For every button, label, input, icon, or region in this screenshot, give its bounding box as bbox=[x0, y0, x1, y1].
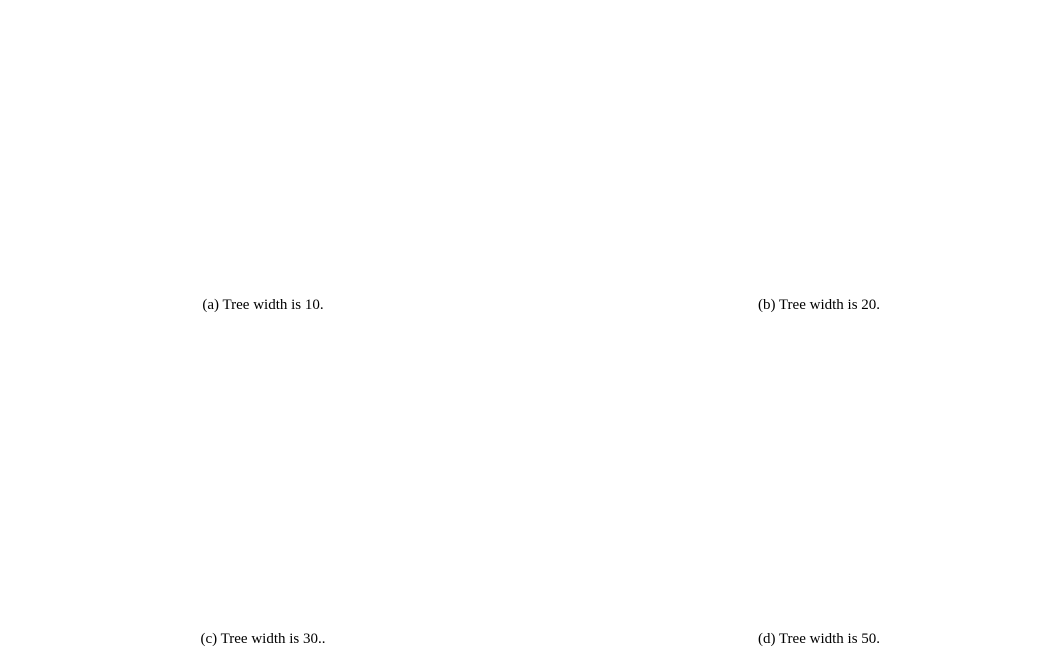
chart-c-svg bbox=[0, 336, 526, 620]
chart-a-svg bbox=[0, 0, 526, 284]
chart-panel-d bbox=[526, 336, 1052, 620]
caption-a: (a) Tree width is 10. bbox=[202, 297, 324, 313]
chart-panel-c bbox=[0, 336, 526, 620]
caption-d: (d) Tree width is 50. bbox=[757, 631, 881, 647]
chart-panel-b bbox=[526, 0, 1052, 284]
chart-panel-a bbox=[0, 0, 526, 284]
caption-b: (b) Tree width is 20. bbox=[757, 297, 881, 313]
chart-b-svg bbox=[526, 0, 1052, 284]
chart-d-svg bbox=[526, 336, 1052, 620]
caption-c: (c) Tree width is 30.. bbox=[200, 631, 326, 647]
